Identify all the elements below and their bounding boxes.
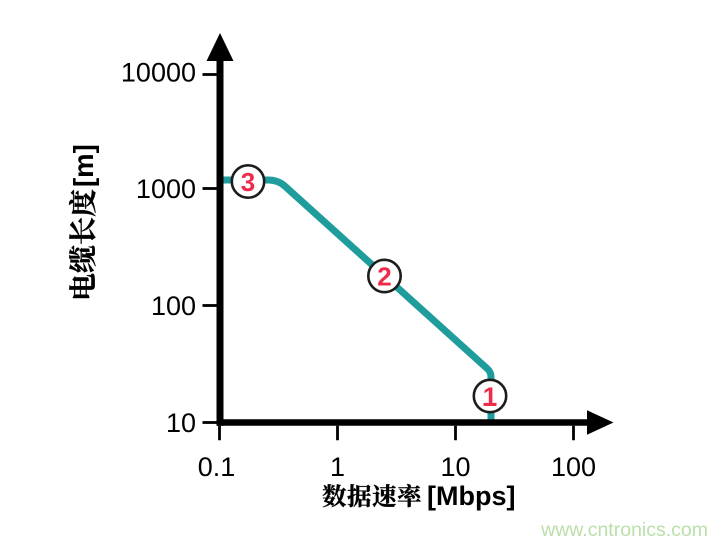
- svg-text:1000: 1000: [136, 174, 196, 204]
- svg-text:10000: 10000: [121, 58, 196, 88]
- svg-text:100: 100: [551, 452, 596, 482]
- svg-text:3: 3: [241, 167, 255, 197]
- svg-text:2: 2: [377, 261, 391, 291]
- svg-text:1: 1: [483, 381, 497, 411]
- svg-text:100: 100: [151, 291, 196, 321]
- svg-text:10: 10: [440, 452, 470, 482]
- svg-text:www.cntronics.com: www.cntronics.com: [540, 519, 708, 541]
- svg-text:[m]: [m]: [68, 144, 99, 187]
- svg-text:1: 1: [330, 452, 345, 482]
- svg-text:[Mbps]: [Mbps]: [427, 481, 515, 511]
- svg-text:0.1: 0.1: [198, 452, 236, 482]
- svg-text:10: 10: [166, 408, 196, 438]
